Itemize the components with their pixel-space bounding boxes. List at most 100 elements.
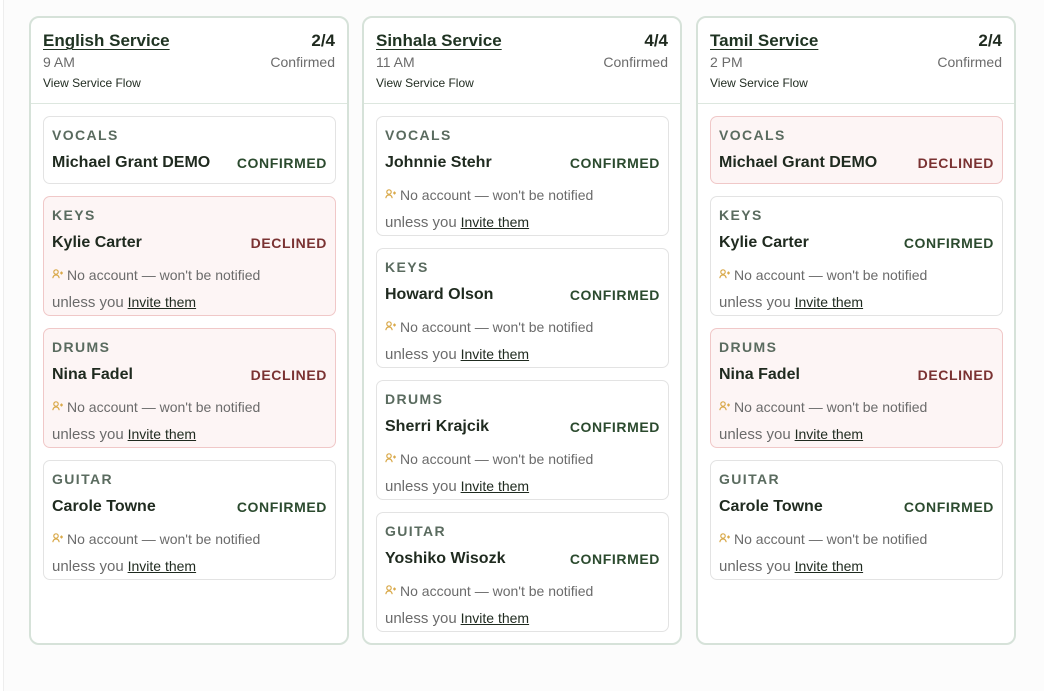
person-name: Yoshiko Wisozk <box>385 550 506 567</box>
status-badge: CONFIRMED <box>903 235 994 251</box>
schedule-page: English Service 2/4 9 AM Confirmed View … <box>3 0 1044 691</box>
no-account-text: No account — won't be notified <box>67 531 261 547</box>
unless-text: unless you <box>52 294 124 311</box>
no-account-notice: No account — won't be notified unless yo… <box>385 578 665 632</box>
invite-link[interactable]: Invite them <box>794 558 864 574</box>
role-label: KEYS <box>52 207 96 223</box>
unless-text: unless you <box>52 426 124 443</box>
assignment-card: DRUMS Nina Fadel DECLINED No account — w… <box>43 328 336 448</box>
role-label: VOCALS <box>385 127 452 143</box>
no-account-text: No account — won't be notified <box>400 187 594 203</box>
no-account-notice: No account — won't be notified unless yo… <box>52 262 332 316</box>
service-column: Tamil Service 2/4 2 PM Confirmed View Se… <box>696 16 1016 645</box>
no-account-notice: No account — won't be notified unless yo… <box>719 394 999 448</box>
user-warning-icon <box>719 263 731 289</box>
assignment-list: VOCALS Johnnie Stehr CONFIRMED No accoun… <box>376 116 669 643</box>
role-label: VOCALS <box>719 127 786 143</box>
role-label: GUITAR <box>385 523 447 539</box>
status-badge: CONFIRMED <box>569 419 660 435</box>
person-name: Kylie Carter <box>719 234 809 251</box>
invite-link[interactable]: Invite them <box>460 346 530 362</box>
assignment-card: DRUMS Nina Fadel DECLINED No account — w… <box>710 328 1003 448</box>
service-header: Tamil Service 2/4 2 PM Confirmed View Se… <box>698 18 1014 104</box>
no-account-text: No account — won't be notified <box>734 267 928 283</box>
service-status: Confirmed <box>937 54 1002 70</box>
no-account-notice: No account — won't be notified unless yo… <box>52 526 332 580</box>
user-warning-icon <box>719 527 731 553</box>
assignment-card: VOCALS Johnnie Stehr CONFIRMED No accoun… <box>376 116 669 236</box>
confirmed-count: 2/4 <box>978 31 1002 50</box>
status-badge: CONFIRMED <box>236 155 327 171</box>
unless-text: unless you <box>385 478 457 495</box>
status-badge: CONFIRMED <box>569 155 660 171</box>
service-title-link[interactable]: Sinhala Service <box>376 31 502 50</box>
no-account-text: No account — won't be notified <box>400 583 594 599</box>
confirmed-count: 2/4 <box>311 31 335 50</box>
status-badge: CONFIRMED <box>569 551 660 567</box>
user-warning-icon <box>385 447 397 473</box>
view-service-flow-link[interactable]: View Service Flow <box>43 76 141 90</box>
role-label: KEYS <box>385 259 429 275</box>
role-label: GUITAR <box>719 471 781 487</box>
invite-link[interactable]: Invite them <box>794 294 864 310</box>
status-badge: CONFIRMED <box>903 499 994 515</box>
user-warning-icon <box>385 183 397 209</box>
assignment-card: GUITAR Carole Towne CONFIRMED No account… <box>710 460 1003 580</box>
invite-link[interactable]: Invite them <box>127 426 197 442</box>
view-service-flow-link[interactable]: View Service Flow <box>376 76 474 90</box>
invite-link[interactable]: Invite them <box>460 214 530 230</box>
invite-link[interactable]: Invite them <box>460 610 530 626</box>
unless-text: unless you <box>385 346 457 363</box>
service-title-link[interactable]: English Service <box>43 31 170 50</box>
invite-link[interactable]: Invite them <box>794 426 864 442</box>
assignment-card: VOCALS Michael Grant DEMO DECLINED <box>710 116 1003 184</box>
invite-link[interactable]: Invite them <box>127 294 197 310</box>
unless-text: unless you <box>52 558 124 575</box>
unless-text: unless you <box>719 294 791 311</box>
role-label: DRUMS <box>385 391 444 407</box>
service-status: Confirmed <box>270 54 335 70</box>
role-label: DRUMS <box>719 339 778 355</box>
no-account-text: No account — won't be notified <box>400 451 594 467</box>
assignment-card: DRUMS Sherri Krajcik CONFIRMED No accoun… <box>376 380 669 500</box>
assignment-card: KEYS Kylie Carter CONFIRMED No account —… <box>710 196 1003 316</box>
invite-link[interactable]: Invite them <box>460 478 530 494</box>
service-time: 9 AM <box>43 54 75 70</box>
service-status: Confirmed <box>603 54 668 70</box>
user-warning-icon <box>385 315 397 341</box>
invite-link[interactable]: Invite them <box>127 558 197 574</box>
assignment-card: GUITAR Yoshiko Wisozk CONFIRMED No accou… <box>376 512 669 632</box>
confirmed-count: 4/4 <box>644 31 668 50</box>
person-name: Michael Grant DEMO <box>52 154 211 171</box>
status-badge: DECLINED <box>250 367 327 383</box>
service-column: English Service 2/4 9 AM Confirmed View … <box>29 16 349 645</box>
person-name: Nina Fadel <box>719 366 800 383</box>
service-column: Sinhala Service 4/4 11 AM Confirmed View… <box>362 16 682 645</box>
status-badge: DECLINED <box>917 155 994 171</box>
view-service-flow-link[interactable]: View Service Flow <box>710 76 808 90</box>
service-time: 2 PM <box>710 54 743 70</box>
unless-text: unless you <box>719 426 791 443</box>
person-name: Nina Fadel <box>52 366 133 383</box>
service-header: Sinhala Service 4/4 11 AM Confirmed View… <box>364 18 680 104</box>
no-account-text: No account — won't be notified <box>67 267 261 283</box>
no-account-text: No account — won't be notified <box>67 399 261 415</box>
role-label: KEYS <box>719 207 763 223</box>
status-badge: CONFIRMED <box>236 499 327 515</box>
no-account-notice: No account — won't be notified unless yo… <box>719 526 999 580</box>
person-name: Carole Towne <box>52 498 156 515</box>
user-warning-icon <box>385 579 397 605</box>
role-label: VOCALS <box>52 127 119 143</box>
person-name: Carole Towne <box>719 498 823 515</box>
assignment-card: VOCALS Michael Grant DEMO CONFIRMED <box>43 116 336 184</box>
no-account-notice: No account — won't be notified unless yo… <box>719 262 999 316</box>
person-name: Howard Olson <box>385 286 494 303</box>
service-title-link[interactable]: Tamil Service <box>710 31 819 50</box>
no-account-notice: No account — won't be notified unless yo… <box>52 394 332 448</box>
user-warning-icon <box>52 263 64 289</box>
no-account-notice: No account — won't be notified unless yo… <box>385 314 665 368</box>
person-name: Kylie Carter <box>52 234 142 251</box>
status-badge: DECLINED <box>917 367 994 383</box>
assignment-list: VOCALS Michael Grant DEMO CONFIRMED KEYS… <box>43 116 336 592</box>
role-label: GUITAR <box>52 471 114 487</box>
